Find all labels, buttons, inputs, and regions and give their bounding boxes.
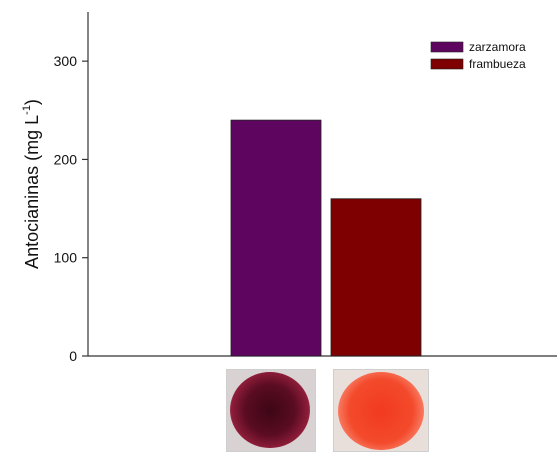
y-tick-label: 200 [54, 151, 78, 167]
frambueza-sample-photo [333, 369, 429, 452]
legend: zarzamora frambueza [430, 40, 526, 71]
bar-zarzamora [230, 119, 322, 357]
bar-frambueza [330, 198, 422, 357]
legend-label-frambueza: frambueza [469, 57, 526, 71]
legend-swatch-frambueza [430, 58, 464, 70]
zarzamora-dish-rim [230, 372, 310, 448]
legend-label-zarzamora: zarzamora [469, 40, 526, 54]
y-axis-label-close: ) [22, 99, 42, 105]
y-ticks: 0 100 200 300 [54, 53, 88, 364]
y-tick-label: 0 [69, 348, 77, 364]
legend-swatch-zarzamora [430, 41, 464, 53]
y-axis-label-superscript: -1 [21, 105, 33, 115]
y-tick-label: 300 [54, 53, 78, 69]
y-tick-label: 100 [54, 250, 78, 266]
y-axis-label: Antocianinas (mg L-1) [21, 99, 42, 269]
frambueza-dish-rim [338, 372, 424, 450]
y-axis-label-text: Antocianinas (mg L [22, 115, 42, 269]
bars [230, 119, 422, 357]
zarzamora-sample-photo [226, 369, 316, 452]
